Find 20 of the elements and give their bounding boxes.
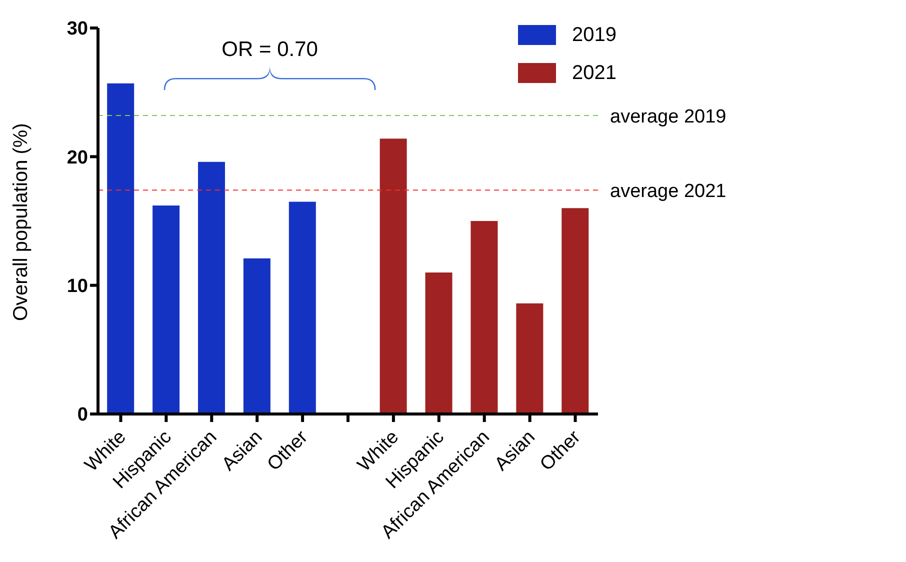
y-tick-label: 10 bbox=[66, 276, 88, 298]
y-axis-title: Overall population (%) bbox=[10, 123, 32, 321]
bar bbox=[107, 83, 134, 414]
bar bbox=[288, 202, 316, 414]
bar bbox=[562, 208, 589, 414]
bar bbox=[425, 272, 452, 414]
bar bbox=[470, 221, 498, 414]
bar bbox=[380, 138, 407, 414]
bar bbox=[152, 206, 180, 414]
legend-label: 2021 bbox=[572, 62, 616, 84]
annotation: OR = 0.70 bbox=[222, 38, 318, 61]
bar bbox=[198, 162, 225, 414]
y-tick-label: 20 bbox=[66, 147, 88, 168]
bar bbox=[243, 258, 270, 414]
y-tick-label: 0 bbox=[77, 404, 88, 426]
bar bbox=[516, 303, 544, 414]
ref-line-label: average 2021 bbox=[610, 181, 726, 202]
legend-label: 2019 bbox=[572, 24, 616, 46]
ref-line-label: average 2019 bbox=[610, 106, 726, 128]
y-tick-label: 30 bbox=[66, 18, 88, 40]
